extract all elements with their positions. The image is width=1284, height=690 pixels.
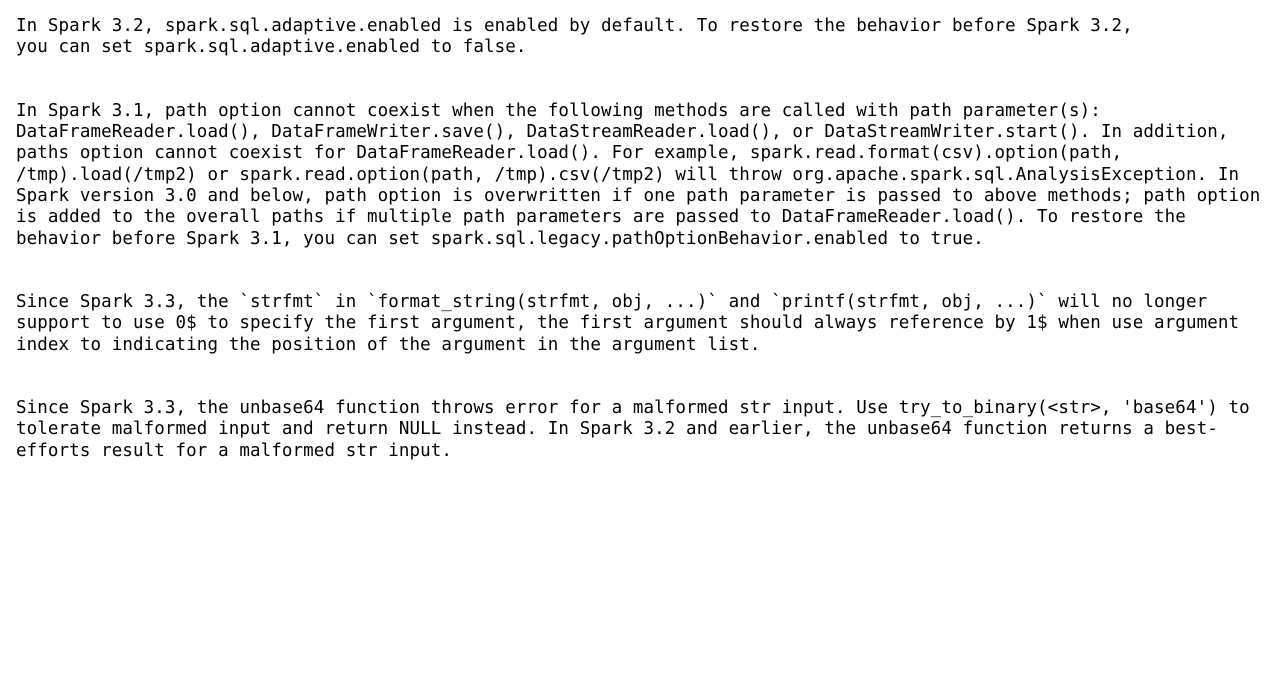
- paragraph-3: Since Spark 3.3, the `strfmt` in `format…: [16, 292, 1268, 356]
- paragraph-4: Since Spark 3.3, the unbase64 function t…: [16, 398, 1268, 462]
- paragraph-gap: [16, 250, 1268, 292]
- paragraph-gap: [16, 59, 1268, 101]
- paragraph-gap: [16, 356, 1268, 398]
- paragraph-2: In Spark 3.1, path option cannot coexist…: [16, 101, 1268, 250]
- paragraph-1: In Spark 3.2, spark.sql.adaptive.enabled…: [16, 16, 1268, 59]
